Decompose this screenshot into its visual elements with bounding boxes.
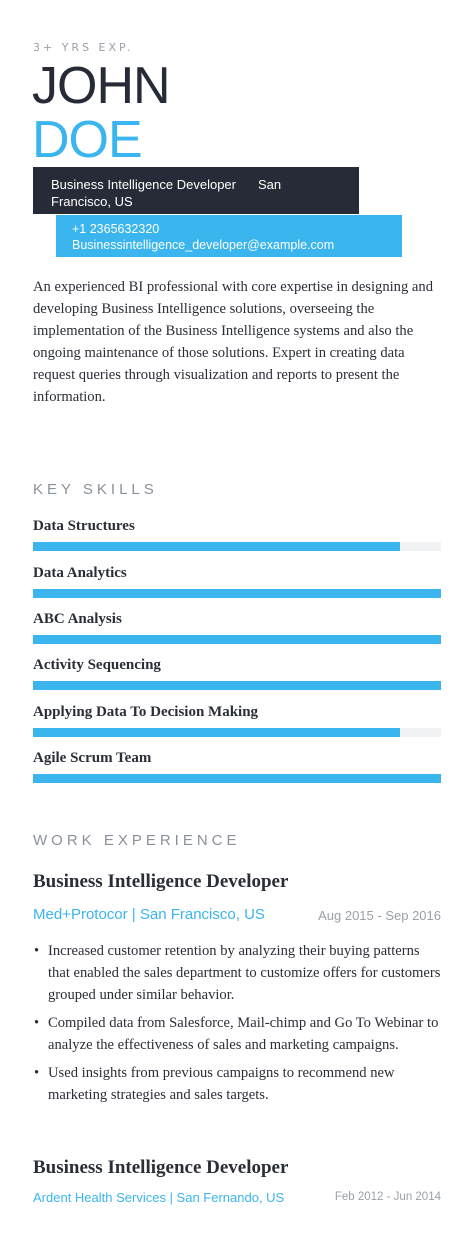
skill-bar-fill bbox=[33, 681, 441, 690]
skill-bar-fill bbox=[33, 542, 401, 551]
skill-label: Activity Sequencing bbox=[33, 657, 161, 673]
job-company: Med+Protocor | San Francisco, US bbox=[33, 906, 265, 923]
skill-label: Applying Data To Decision Making bbox=[33, 704, 259, 720]
skill-label: Agile Scrum Team bbox=[33, 750, 152, 766]
skill-bar-fill bbox=[33, 635, 441, 644]
experience-years: 3+ YRS EXP. bbox=[33, 41, 134, 54]
skill-label: Data Analytics bbox=[33, 565, 127, 581]
skill-bar-fill bbox=[33, 728, 401, 737]
skill-bar-fill bbox=[33, 774, 441, 783]
phone-number[interactable]: +1 2365632320 bbox=[72, 222, 160, 236]
first-name: JOHN bbox=[32, 57, 171, 115]
summary-paragraph: An experienced BI professional with core… bbox=[33, 279, 433, 405]
section-title-skills: KEY SKILLS bbox=[33, 481, 158, 498]
job-bullet: Compiled data from Salesforce, Mail-chim… bbox=[33, 1012, 443, 1056]
role-location-box: Business Intelligence Developer San Franc… bbox=[33, 167, 359, 214]
job-bullet: Increased customer retention by analyzin… bbox=[33, 940, 443, 1006]
job-dates: Feb 2012 - Jun 2014 bbox=[334, 1191, 441, 1203]
skill-bar bbox=[33, 635, 441, 644]
job-bullets: Increased customer retention by analyzin… bbox=[33, 940, 443, 1112]
skill-bar bbox=[33, 728, 441, 737]
location-city: San bbox=[258, 177, 282, 192]
skill-bar-fill bbox=[33, 589, 441, 598]
job-bullet: Used insights from previous campaigns to… bbox=[33, 1062, 443, 1106]
job-title: Business Intelligence Developer bbox=[33, 1157, 289, 1178]
email-address[interactable]: Businessintelligence_developer@example.c… bbox=[72, 238, 335, 252]
role-title: Business Intelligence Developer bbox=[51, 177, 236, 192]
section-title-experience: WORK EXPERIENCE bbox=[33, 832, 241, 849]
contact-box: +1 2365632320 Businessintelligence_devel… bbox=[56, 215, 402, 257]
skill-bar bbox=[33, 774, 441, 783]
skill-bar bbox=[33, 542, 441, 551]
skill-bar bbox=[33, 681, 441, 690]
location-region: Francisco, US bbox=[51, 194, 133, 209]
job-dates: Aug 2015 - Sep 2016 bbox=[318, 908, 441, 923]
job-title: Business Intelligence Developer bbox=[33, 871, 289, 892]
skill-label: Data Structures bbox=[33, 518, 135, 534]
job-company: Ardent Health Services | San Fernando, U… bbox=[33, 1190, 285, 1205]
last-name: DOE bbox=[32, 111, 143, 169]
skill-label: ABC Analysis bbox=[33, 611, 122, 627]
skill-bar bbox=[33, 589, 441, 598]
